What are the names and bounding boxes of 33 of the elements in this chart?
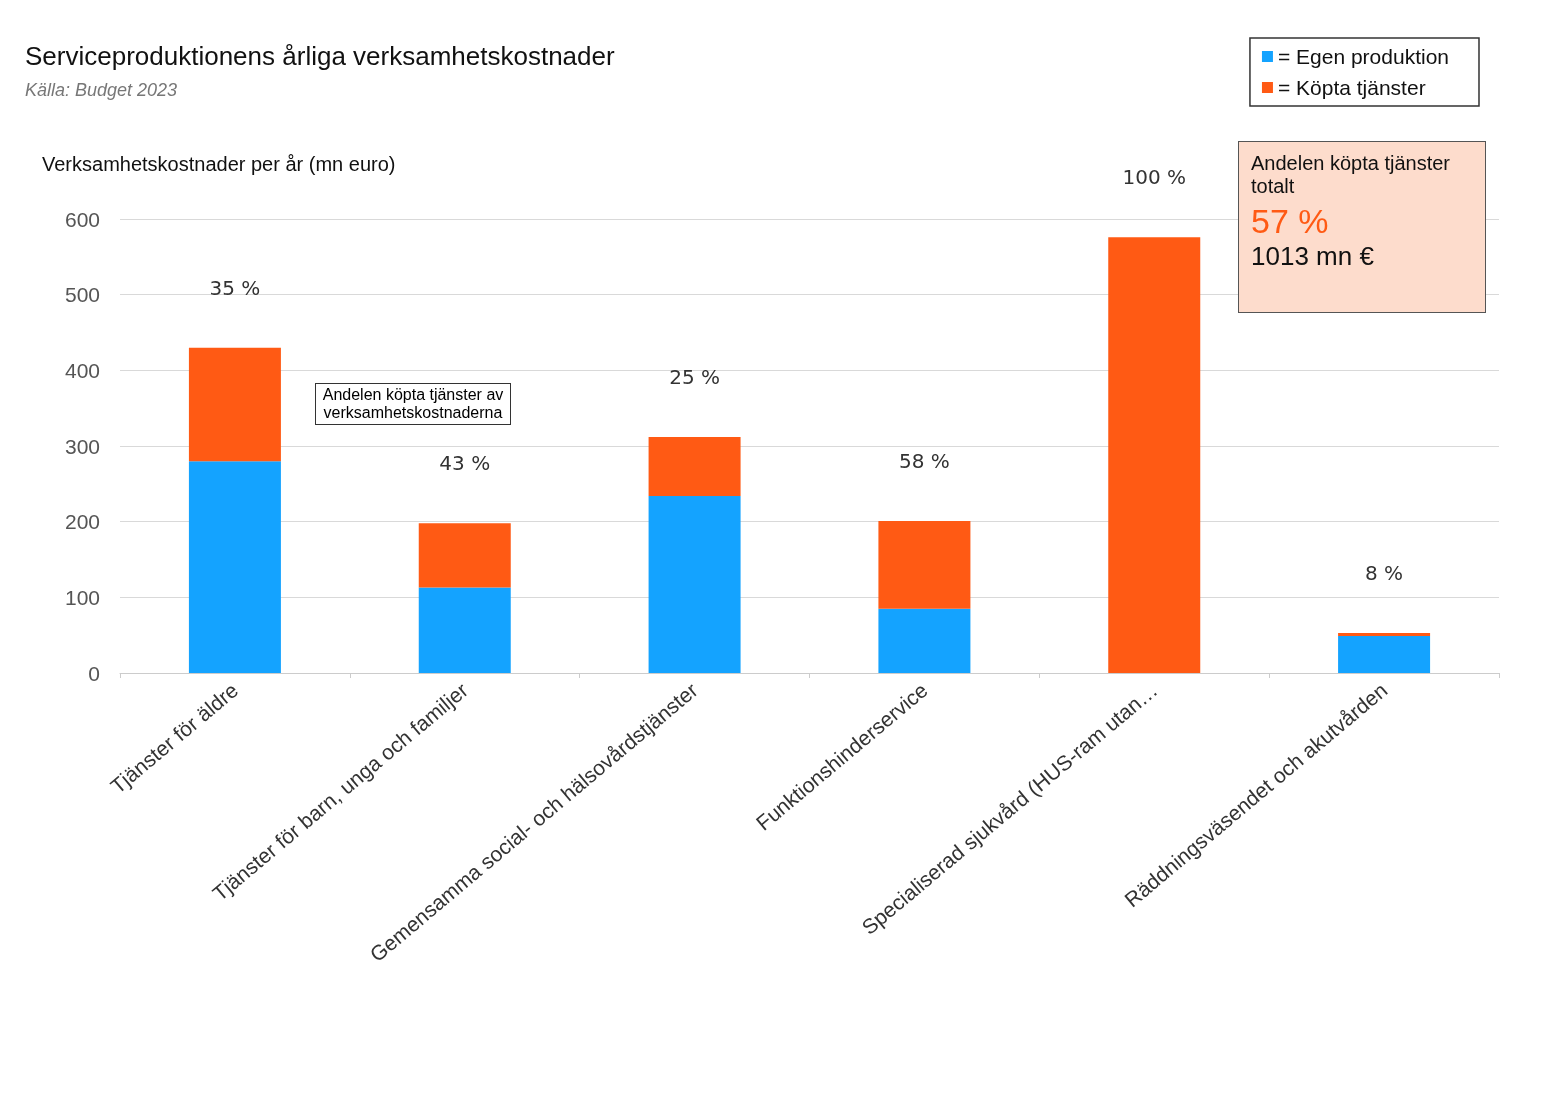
annotation: 1013 mn € (1251, 241, 1375, 272)
chart-title: Serviceproduktionens årliga verksamhetskostnader (25, 41, 615, 71)
y-tick-label: 200 (64, 510, 100, 534)
bar (878, 520, 971, 609)
bar (418, 587, 511, 673)
y-tick-label: 300 (64, 434, 100, 458)
annotation: 35 % (209, 275, 261, 300)
bar (1108, 237, 1201, 673)
annotation: 43 % (439, 451, 491, 476)
text: 100 % (1122, 165, 1187, 190)
annotation: 58 % (899, 448, 950, 473)
bar (648, 495, 741, 673)
bar (878, 608, 971, 673)
bar (188, 461, 281, 673)
y-tick-label: 600 (64, 207, 100, 231)
annotation: 8 % (1365, 560, 1404, 585)
annotation: 57 % (1251, 202, 1330, 241)
bar (1338, 635, 1431, 673)
y-tick-label: 0 (88, 661, 100, 685)
legend-label: = Egen produktion (1277, 45, 1449, 68)
chart-subtitle: Källa: Budget 2023 (25, 80, 178, 100)
text: Andelen köpta tjänster totalt (1251, 152, 1452, 198)
callout-box: Andelen köpta tjänster av verksamhetskostnaderna (315, 383, 511, 425)
y-tick-label: 100 (64, 585, 100, 609)
y-axis-title: Verksamhetskostnader per år (mn euro) (42, 153, 396, 175)
bar (648, 436, 741, 496)
bar (1338, 632, 1431, 636)
legend-label: = Köpta tjänster (1277, 76, 1426, 99)
annotation: 25 % (669, 364, 720, 389)
y-tick-label: 400 (64, 358, 100, 382)
bar (418, 523, 511, 588)
y-tick-label: 500 (64, 283, 100, 307)
bar (188, 347, 281, 462)
